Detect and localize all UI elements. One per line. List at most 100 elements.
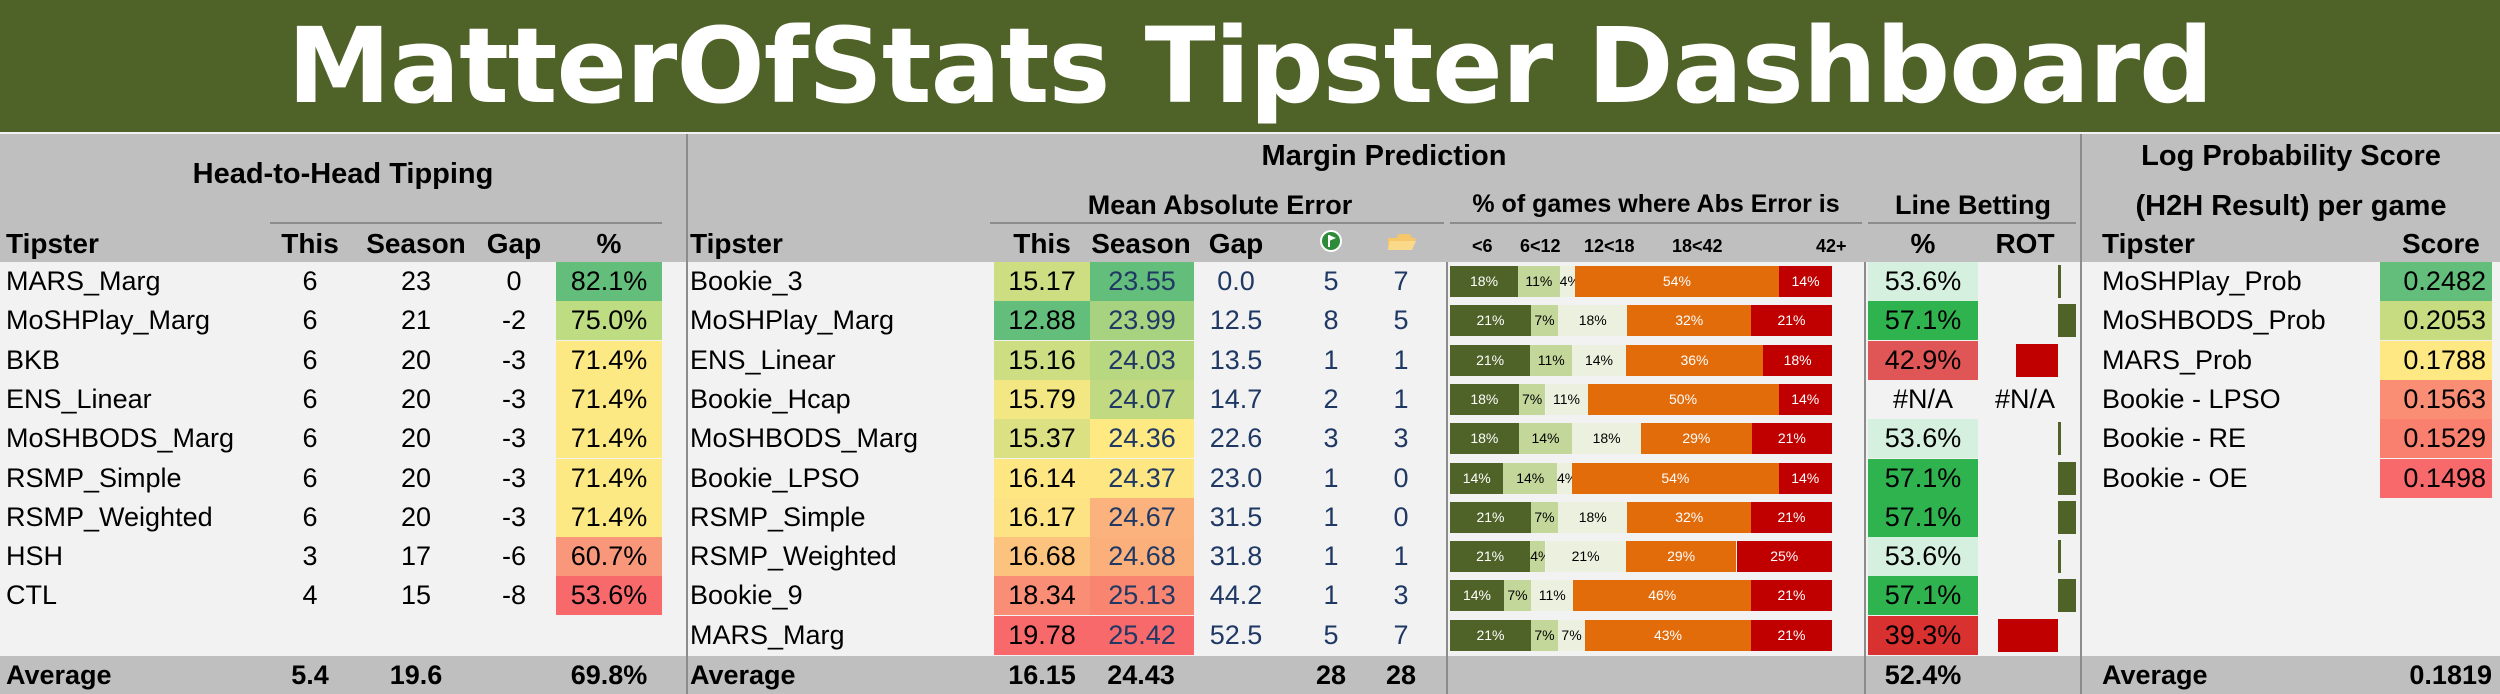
dist-title-underline: [1450, 222, 1862, 224]
mae-b: 5: [1393, 305, 1409, 336]
h2h-this: 6: [302, 266, 318, 296]
mae-b: 7: [1393, 266, 1409, 296]
mae-this: 16.17: [994, 497, 1090, 537]
mae-b: 1: [1393, 541, 1409, 572]
line-betting-title: Line Betting: [1895, 190, 2051, 220]
logprob-score: 0.2053: [2380, 301, 2492, 341]
line-rot-bar: [2058, 422, 2061, 456]
h2h-tipster: HSH: [6, 541, 64, 572]
line-rot-bar: [2058, 265, 2061, 298]
h2h-section-title: Head-to-Head Tipping: [192, 158, 494, 190]
error-bucket-segment: 18%: [1450, 383, 1519, 415]
h2h-tipster: RSMP_Simple: [6, 462, 182, 493]
h2h-col-gap: Gap: [486, 228, 542, 259]
error-bucket-segment: 32%: [1627, 305, 1751, 337]
margin-tipster: Bookie_9: [690, 580, 803, 611]
h2h-tipster: RSMP_Weighted: [6, 501, 213, 532]
mae-b: 1: [1393, 344, 1409, 375]
error-bucket-segment: 18%: [1450, 423, 1519, 455]
error-bucket-segment: 14%: [1778, 462, 1832, 494]
h2h-gap: -3: [501, 383, 526, 414]
error-bucket-segment: 14%: [1778, 383, 1832, 415]
h2h-season: 15: [400, 580, 432, 611]
error-distribution-bar: 21% 7% 7% 43% 21%: [1450, 616, 1832, 655]
logprob-average-score: 0.1819: [2409, 660, 2492, 690]
error-bucket-segment: 14%: [1503, 462, 1557, 494]
h2h-season: 20: [400, 383, 432, 414]
margin-tipster: MoSHPlay_Marg: [690, 305, 895, 336]
mae-season: 24.37: [1090, 458, 1194, 498]
h2h-pct: 82.1%: [556, 262, 662, 301]
bucket-label: 6<12: [1520, 236, 1561, 256]
logprob-tipster: MoSHBODS_Prob: [2102, 305, 2326, 336]
mae-gap: 12.5: [1209, 305, 1263, 336]
line-rot-bar: [2058, 500, 2076, 534]
margin-tipster: RSMP_Simple: [690, 501, 866, 532]
mae-b: 3: [1393, 423, 1409, 454]
mae-b: 3: [1393, 580, 1409, 611]
mae-a: 2: [1323, 383, 1339, 414]
h2h-pct: 71.4%: [556, 458, 662, 498]
mae-a: 5: [1323, 266, 1339, 296]
mae-this: 15.37: [994, 419, 1090, 459]
h2h-tipster: MoSHBODS_Marg: [6, 423, 235, 454]
margin-header-band: [688, 134, 2080, 262]
h2h-season: 20: [400, 344, 432, 375]
mae-season: 24.03: [1090, 340, 1194, 380]
error-bucket-segment: 21%: [1450, 501, 1532, 533]
line-col-pct: %: [1910, 228, 1936, 259]
error-bucket-segment: 25%: [1736, 541, 1832, 573]
mae-title-underline: [990, 222, 1444, 224]
h2h-gap: 0: [506, 266, 522, 296]
line-rot-bar: [2058, 579, 2076, 613]
error-bucket-segment: 18%: [1558, 305, 1628, 337]
h2h-this: 6: [302, 462, 318, 493]
line-rot-bar: [1998, 618, 2058, 652]
separator: [2080, 134, 2082, 694]
error-bucket-segment: 21%: [1750, 501, 1832, 533]
logprob-header-band: [2082, 134, 2500, 262]
error-distribution-bar: 21% 7% 18% 32% 21%: [1450, 498, 1832, 537]
line-pct: 53.6%: [1868, 537, 1978, 577]
line-pct: 57.1%: [1868, 301, 1978, 341]
error-bucket-segment: 46%: [1573, 580, 1751, 612]
logprob-score: 0.1563: [2380, 379, 2492, 419]
h2h-season: 21: [400, 305, 432, 336]
h2h-tipster: CTL: [6, 580, 58, 611]
logprob-tipster: Bookie - OE: [2102, 462, 2248, 493]
error-bucket-segment: 14%: [1450, 580, 1505, 612]
h2h-pct: 75.0%: [556, 301, 662, 341]
h2h-pct: 60.7%: [556, 537, 662, 577]
mae-this: 15.17: [994, 262, 1090, 301]
line-title-underline: [1868, 222, 2076, 224]
mae-gap: 44.2: [1209, 580, 1263, 611]
mae-this: 12.88: [994, 301, 1090, 341]
h2h-average-pct: 69.8%: [570, 660, 648, 690]
line-pct: 57.1%: [1868, 497, 1978, 537]
h2h-this: 6: [302, 423, 318, 454]
margin-col-tipster: Tipster: [690, 228, 783, 259]
bucket-label: 42+: [1816, 236, 1847, 256]
logprob-score: 0.2482: [2380, 262, 2492, 301]
line-pct: 57.1%: [1868, 458, 1978, 498]
error-bucket-segment: 7%: [1531, 501, 1559, 533]
mae-season: 24.68: [1090, 537, 1194, 577]
mae-title: Mean Absolute Error: [1087, 190, 1353, 220]
error-bucket-segment: 50%: [1587, 383, 1779, 415]
mae-this: 15.16: [994, 340, 1090, 380]
mae-b: 7: [1393, 619, 1409, 650]
mae-a: 8: [1323, 305, 1339, 336]
error-bucket-segment: 32%: [1627, 501, 1751, 533]
margin-tipster: Bookie_3: [690, 266, 803, 296]
h2h-tipster: MoSHPlay_Marg: [6, 305, 211, 336]
error-distribution-bar: 21% 7% 18% 32% 21%: [1450, 301, 1832, 340]
mae-a: 1: [1323, 541, 1339, 572]
error-distribution-bar: 18% 14% 18% 29% 21%: [1450, 419, 1832, 458]
error-bucket-segment: 14%: [1450, 462, 1504, 494]
mae-season: 25.13: [1090, 576, 1194, 616]
mae-gap: 52.5: [1209, 619, 1263, 650]
error-bucket-segment: 14%: [1572, 344, 1626, 376]
error-bucket-segment: 21%: [1750, 305, 1832, 337]
h2h-gap: -8: [501, 580, 526, 611]
error-bucket-segment: 11%: [1530, 344, 1573, 376]
